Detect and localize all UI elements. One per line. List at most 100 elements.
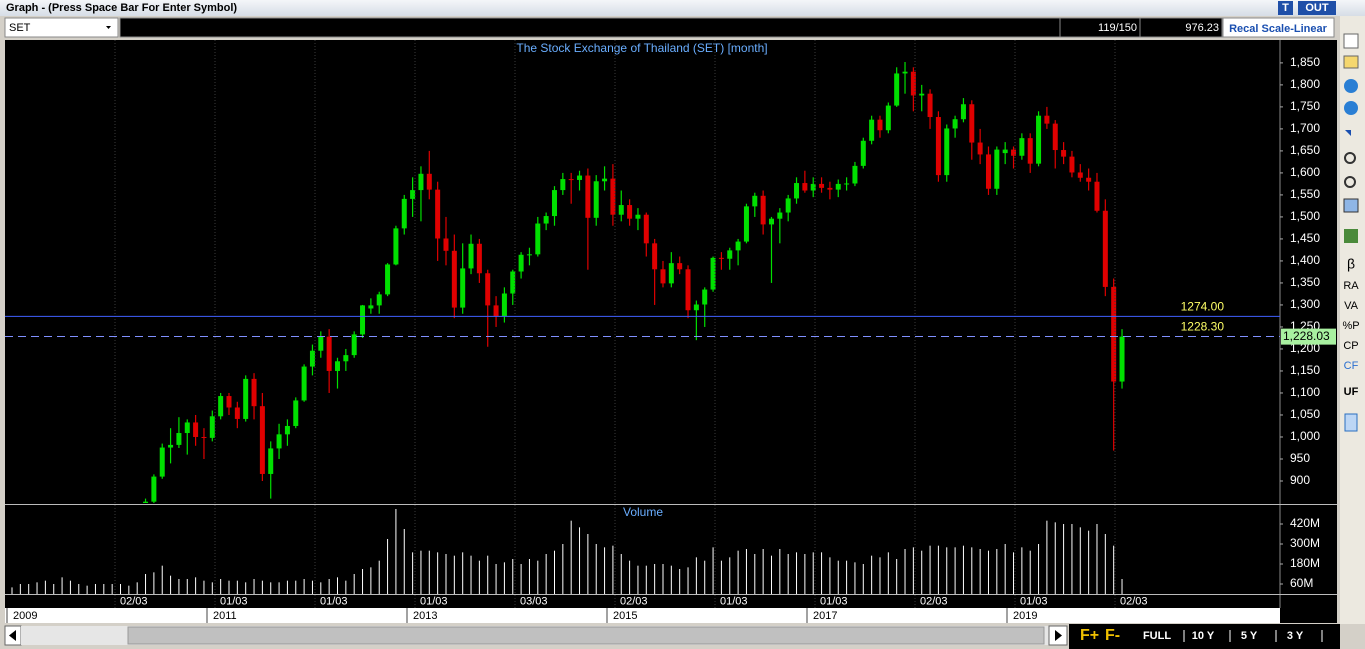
side-tools: β RA VA %P CP CF UF bbox=[1342, 256, 1359, 398]
tool-icon[interactable] bbox=[1343, 55, 1359, 69]
out-button-label[interactable]: OUT bbox=[1305, 2, 1329, 14]
recal-button-label[interactable]: Recal Scale-Linear bbox=[1229, 23, 1328, 35]
tool-icon[interactable] bbox=[1344, 152, 1356, 164]
scroll-thumb[interactable] bbox=[127, 626, 1045, 645]
side-tool[interactable]: RA bbox=[1343, 280, 1359, 292]
candle-body bbox=[301, 366, 307, 401]
y-tick-label: 1,800 bbox=[1290, 77, 1320, 91]
year-label: 2009 bbox=[13, 610, 37, 622]
side-tool[interactable]: CF bbox=[1344, 360, 1359, 372]
candle-body bbox=[159, 447, 165, 477]
y-tick-label: 1,450 bbox=[1290, 231, 1320, 245]
tool-icon[interactable] bbox=[1343, 198, 1359, 213]
side-tool[interactable]: VA bbox=[1344, 300, 1359, 312]
range-button[interactable]: 3 Y bbox=[1287, 630, 1304, 642]
range-button[interactable]: 5 Y bbox=[1241, 630, 1258, 642]
candle-body bbox=[777, 212, 783, 219]
candle-body bbox=[1111, 286, 1117, 382]
tool-icon[interactable] bbox=[1345, 130, 1351, 136]
last-price-box bbox=[1281, 328, 1336, 345]
candle-body bbox=[1036, 115, 1042, 164]
candle-body bbox=[143, 501, 149, 503]
candle-body bbox=[852, 165, 858, 184]
x-tick-label: 02/03 bbox=[920, 595, 948, 607]
y-tick-label: 1,100 bbox=[1290, 385, 1320, 399]
symbol-value[interactable]: SET bbox=[9, 22, 31, 34]
scroll-right-arrow[interactable] bbox=[1055, 630, 1062, 641]
tool-icon[interactable] bbox=[1343, 33, 1359, 49]
candle-body bbox=[835, 183, 841, 190]
candle-body bbox=[827, 187, 833, 190]
candle-body bbox=[543, 216, 549, 224]
candle-body bbox=[618, 205, 624, 215]
candle-body bbox=[1052, 123, 1058, 151]
zoom-button[interactable]: F- bbox=[1105, 627, 1120, 644]
side-tool[interactable]: CP bbox=[1343, 340, 1358, 352]
candle-body bbox=[1094, 181, 1100, 211]
candle-body bbox=[1002, 149, 1008, 154]
tool-icon[interactable] bbox=[1344, 79, 1358, 93]
candle-body bbox=[602, 178, 608, 182]
level-label: 1228.30 bbox=[1181, 320, 1225, 334]
candle-body bbox=[969, 104, 975, 143]
tool-icon[interactable] bbox=[1344, 229, 1358, 243]
candle-body bbox=[293, 400, 299, 426]
scroll-left-arrow[interactable] bbox=[9, 630, 16, 641]
y-tick-label: 1,700 bbox=[1290, 121, 1320, 135]
y-tick-label: 420M bbox=[1290, 516, 1320, 530]
candle-body bbox=[501, 293, 507, 317]
candle-body bbox=[810, 183, 816, 191]
candle-body bbox=[677, 263, 683, 270]
candle-body bbox=[919, 93, 925, 96]
candle-body bbox=[284, 425, 290, 435]
candle-body bbox=[251, 378, 257, 407]
y-tick-label: 1,550 bbox=[1290, 187, 1320, 201]
recal-button[interactable] bbox=[1222, 17, 1335, 38]
side-tool[interactable]: UF bbox=[1344, 386, 1359, 398]
help-icon[interactable] bbox=[1344, 413, 1358, 432]
x-tick-label: 03/03 bbox=[520, 595, 548, 607]
candle-body bbox=[743, 206, 749, 242]
tool-icon[interactable] bbox=[1344, 176, 1356, 188]
side-tool[interactable]: β bbox=[1347, 256, 1355, 272]
range-button[interactable]: 10 Y bbox=[1192, 630, 1215, 642]
candle-body bbox=[685, 269, 691, 311]
y-tick-label: 1,200 bbox=[1290, 341, 1320, 355]
candle-body bbox=[368, 305, 374, 309]
dropdown-arrow[interactable] bbox=[106, 26, 111, 29]
zoom-button[interactable]: F+ bbox=[1080, 627, 1099, 644]
candle-body bbox=[151, 476, 157, 502]
out-button[interactable] bbox=[1298, 1, 1336, 15]
info-field bbox=[119, 17, 1061, 38]
t-button-label[interactable]: T bbox=[1282, 2, 1289, 14]
level-label: 1274.00 bbox=[1181, 300, 1225, 314]
candle-body bbox=[443, 238, 449, 251]
candle-body bbox=[1061, 150, 1067, 157]
candle-body bbox=[351, 334, 357, 356]
candle-body bbox=[1011, 149, 1017, 156]
candle-body bbox=[318, 336, 324, 351]
candle-body bbox=[535, 223, 541, 255]
title-bar bbox=[0, 0, 1365, 16]
candle-body bbox=[451, 250, 457, 308]
t-button[interactable] bbox=[1278, 1, 1293, 15]
window-title: Graph - (Press Space Bar For Enter Symbo… bbox=[6, 2, 237, 14]
x-tick-label: 02/03 bbox=[1120, 595, 1148, 607]
candle-body bbox=[985, 154, 991, 189]
last-price-label: 1,228.03 bbox=[1283, 329, 1330, 343]
candle-body bbox=[426, 173, 432, 190]
y-tick-label: 1,400 bbox=[1290, 253, 1320, 267]
candle-body bbox=[184, 422, 190, 434]
tool-icon[interactable] bbox=[1344, 101, 1358, 115]
range-button[interactable]: FULL bbox=[1143, 630, 1171, 642]
side-tool[interactable]: %P bbox=[1342, 320, 1359, 332]
candle-body bbox=[977, 142, 983, 155]
candle-body bbox=[526, 254, 532, 256]
symbol-select[interactable] bbox=[4, 17, 119, 38]
y-tick-label: 1,750 bbox=[1290, 99, 1320, 113]
chart-title: The Stock Exchange of Thailand (SET) [mo… bbox=[516, 41, 767, 55]
candle-body bbox=[309, 350, 315, 367]
y-tick-label: 1,000 bbox=[1290, 429, 1320, 443]
candle-body bbox=[652, 243, 658, 270]
